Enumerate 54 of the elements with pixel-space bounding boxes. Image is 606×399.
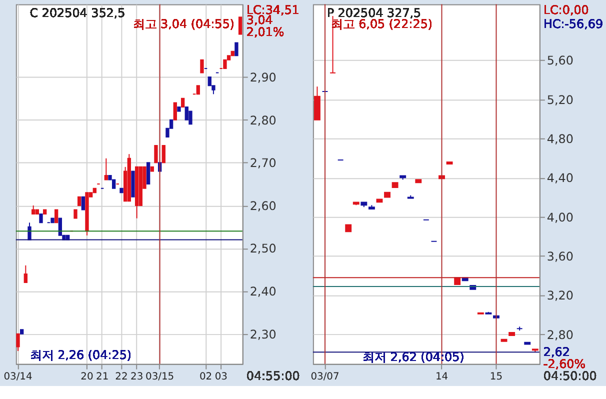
chart-title: P 202504 327,5 bbox=[326, 6, 422, 20]
x-tick-label: 21 bbox=[96, 371, 109, 382]
x-tick-label: 03 bbox=[214, 371, 228, 382]
candlestick bbox=[184, 106, 188, 120]
candlestick bbox=[104, 158, 108, 180]
candlestick bbox=[188, 110, 192, 125]
candlestick bbox=[146, 162, 150, 185]
x-tick-label: 15 bbox=[490, 371, 503, 382]
text: 2,62 bbox=[543, 344, 570, 359]
chart-title: C 202504 352,5 bbox=[30, 6, 126, 20]
y-tick-label: 2,90 bbox=[250, 70, 276, 84]
y-tick-label: 5,20 bbox=[546, 92, 574, 107]
text: 04:55:00 bbox=[246, 368, 300, 383]
candlestick bbox=[314, 86, 320, 120]
candlestick bbox=[16, 333, 20, 352]
candlestick bbox=[24, 264, 28, 284]
candlestick bbox=[81, 196, 85, 210]
text: -2,60% bbox=[543, 356, 586, 371]
y-tick-label: 3,20 bbox=[546, 288, 574, 303]
y-tick-label: 2,60 bbox=[250, 198, 276, 213]
x-tick-label: 02 bbox=[199, 371, 212, 382]
y-tick-label: 2,70 bbox=[250, 156, 276, 170]
y-tick-label: 2,30 bbox=[250, 327, 276, 342]
text: 2,01% bbox=[246, 25, 284, 40]
x-tick-label: 03/14 bbox=[4, 371, 32, 382]
x-tick-label: 14 bbox=[435, 371, 448, 382]
candlestick bbox=[154, 145, 158, 164]
y-tick-label: 3,60 bbox=[546, 250, 574, 264]
x-tick-label: 03/15 bbox=[146, 371, 174, 382]
text: LC:0,00 bbox=[543, 3, 589, 18]
x-tick-label: 20 bbox=[80, 371, 94, 382]
y-tick-label: 4,40 bbox=[546, 171, 574, 186]
y-tick-label: 2,80 bbox=[250, 113, 276, 128]
text: 3,04 bbox=[246, 13, 273, 28]
candlestick bbox=[58, 218, 62, 236]
x-tick-label: 22 bbox=[115, 371, 128, 382]
candlestick bbox=[234, 42, 238, 56]
candlestick bbox=[200, 59, 204, 74]
y-tick-label: 2,80 bbox=[546, 328, 574, 342]
y-tick-label: 4,00 bbox=[546, 210, 574, 224]
candlestick bbox=[238, 16, 242, 35]
candlestick bbox=[162, 145, 166, 164]
y-tick-label: 5,60 bbox=[546, 54, 574, 68]
text: HC:-56,69 bbox=[543, 17, 604, 32]
y-tick-label: 2,40 bbox=[250, 284, 276, 299]
annotation: 최저 2,26 (04:25) bbox=[30, 348, 132, 362]
y-tick-label: 2,50 bbox=[250, 242, 276, 256]
annotation: 최고 3,04 (04:55) bbox=[132, 17, 234, 32]
text: 04:50:00 bbox=[543, 368, 597, 383]
x-tick-label: 03/07 bbox=[310, 371, 340, 382]
y-tick-label: 4,80 bbox=[546, 132, 574, 146]
x-tick-label: 23 bbox=[130, 371, 144, 382]
candlestick bbox=[173, 102, 177, 120]
candlestick bbox=[54, 209, 58, 224]
